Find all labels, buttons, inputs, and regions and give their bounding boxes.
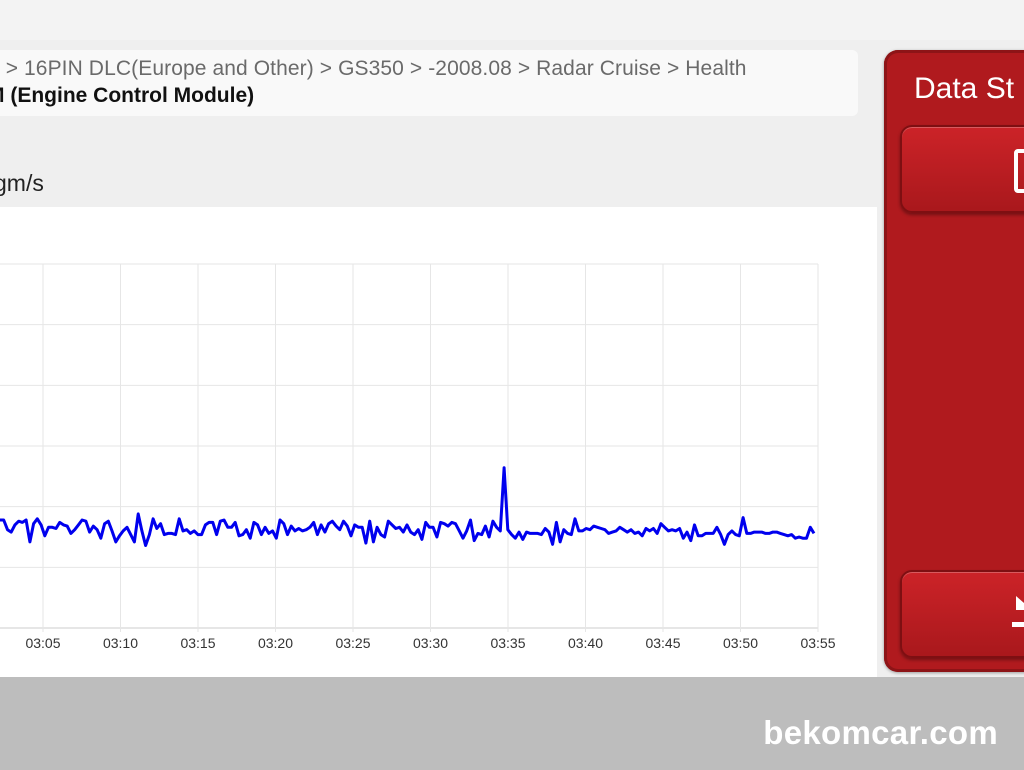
x-tick-label: 03:35: [490, 635, 525, 651]
top-strip: [0, 0, 1024, 40]
x-tick-label: 03:30: [413, 635, 448, 651]
x-tick-label: 03:50: [723, 635, 758, 651]
data-stream-top-button[interactable]: [900, 125, 1024, 213]
breadcrumb-panel: [0, 50, 858, 116]
arrow-icon: [1012, 592, 1024, 632]
x-tick-label: 03:45: [645, 635, 680, 651]
data-stream-chart: 03:05 03:10 03:15 03:20 03:25 03:30 03:35 03:40…: [0, 263, 836, 651]
series-line: [0, 466, 816, 547]
breadcrumb: 8 > 16PIN DLC(Europe and Other) > GS350 …: [0, 57, 747, 80]
x-tick-label: 03:25: [335, 635, 370, 651]
x-tick-label: 03:15: [180, 635, 215, 651]
watermark: bekomcar.com: [763, 714, 998, 751]
parameter-unit: gm/s: [0, 170, 44, 196]
side-panel-title: Data St: [914, 72, 1015, 105]
x-tick-label: 03:05: [25, 635, 60, 651]
chart-grid: [0, 263, 819, 632]
footer-bar: [0, 677, 1024, 770]
module-title: M (Engine Control Module): [0, 84, 255, 107]
x-tick-label: 03:55: [800, 635, 835, 651]
x-tick-label: 03:10: [103, 635, 138, 651]
data-stream-bottom-button[interactable]: [900, 570, 1024, 658]
x-tick-label: 03:40: [568, 635, 603, 651]
chart-panel: [0, 207, 877, 677]
rectangle-icon: [1014, 149, 1024, 193]
x-tick-label: 03:20: [258, 635, 293, 651]
x-axis-labels: 03:05 03:10 03:15 03:20 03:25 03:30 03:35 03:40…: [25, 635, 835, 651]
